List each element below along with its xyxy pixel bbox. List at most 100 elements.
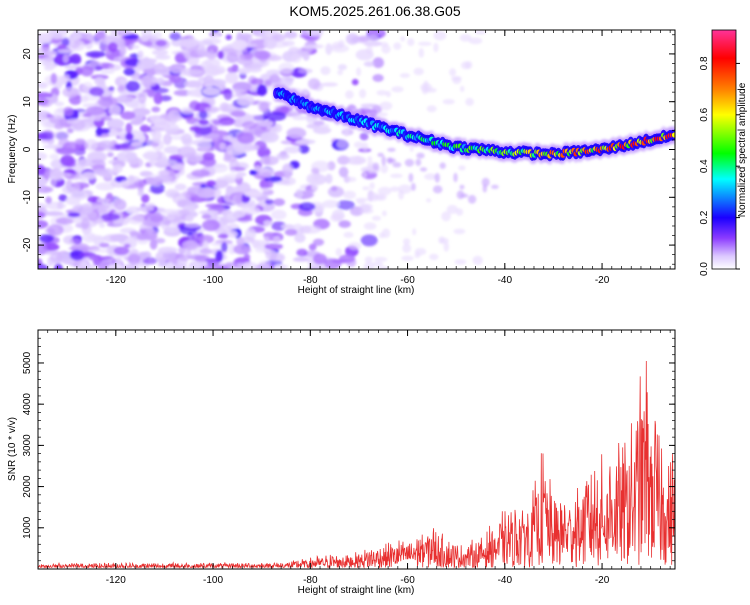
noise-blob <box>433 30 447 41</box>
noise-blob <box>202 37 222 45</box>
noise-blob <box>260 155 279 166</box>
colorbar-tick-label: 0.6 <box>699 107 710 121</box>
noise-blob <box>99 242 110 248</box>
noise-blob <box>345 90 354 99</box>
noise-blob <box>330 185 338 192</box>
noise-blob <box>295 188 304 199</box>
noise-blob <box>93 40 108 46</box>
noise-blob <box>312 253 327 265</box>
noise-blob <box>363 61 375 67</box>
noise-blob <box>421 85 429 95</box>
noise-blob <box>250 78 264 86</box>
noise-blob <box>124 243 131 248</box>
noise-blob <box>57 43 67 50</box>
noise-blob <box>375 195 385 200</box>
noise-blob <box>465 97 474 106</box>
noise-blob <box>141 194 150 203</box>
noise-blob <box>91 216 105 224</box>
noise-blob <box>100 213 121 221</box>
noise-blob <box>292 115 308 121</box>
snr-background <box>38 330 675 569</box>
noise-blob <box>202 152 215 161</box>
noise-blob <box>178 246 186 255</box>
spectrogram-y-tick-label: 20 <box>22 48 33 60</box>
noise-blob <box>264 199 274 205</box>
noise-blob <box>331 213 346 220</box>
noise-blob <box>254 263 272 269</box>
noise-blob <box>38 211 46 219</box>
spectrogram-x-tick-label: -60 <box>400 275 415 286</box>
noise-blob <box>72 30 82 41</box>
noise-blob <box>174 52 186 64</box>
noise-blob <box>170 74 182 84</box>
colorbar-tick-label: 0.4 <box>699 159 710 173</box>
noise-blob <box>254 50 271 60</box>
noise-blob <box>99 222 106 228</box>
noise-blob <box>307 78 321 90</box>
snr-series-line <box>38 360 675 569</box>
noise-blob <box>242 121 257 130</box>
colorbar: 0.0 0.2 0.4 0.6 0.8 Normalized spectral ampl… <box>699 29 748 276</box>
noise-blob <box>311 183 319 191</box>
noise-blob <box>52 131 70 140</box>
noise-blob <box>460 61 471 70</box>
noise-blob <box>54 123 64 130</box>
noise-blob <box>163 146 181 154</box>
spectrogram-x-tick-label: -20 <box>595 275 610 286</box>
noise-blob <box>137 92 147 104</box>
noise-blob <box>308 243 317 251</box>
noise-blob <box>82 112 92 118</box>
noise-blob <box>305 30 324 34</box>
noise-blob <box>260 131 279 143</box>
noise-blob <box>413 67 424 76</box>
noise-blob <box>85 106 105 116</box>
noise-blob <box>459 184 465 190</box>
noise-blob <box>260 187 270 192</box>
snr-y-tick-label: 2000 <box>22 475 33 498</box>
noise-blob <box>120 179 131 188</box>
noise-blob <box>284 170 292 180</box>
noise-blob <box>123 68 136 76</box>
noise-blob <box>408 173 414 183</box>
noise-blob <box>180 133 193 144</box>
noise-blob <box>112 164 123 174</box>
noise-blob <box>252 30 260 36</box>
noise-blob <box>102 234 122 243</box>
noise-blob <box>198 119 209 126</box>
noise-blob <box>62 87 79 98</box>
noise-blob <box>369 182 375 190</box>
noise-blob <box>72 182 81 191</box>
noise-blob <box>345 33 360 45</box>
noise-blob <box>429 253 439 261</box>
noise-blob <box>298 68 313 74</box>
noise-blob <box>249 169 258 176</box>
spectrogram-x-label: Height of straight line (km) <box>298 285 415 296</box>
noise-blob <box>100 116 113 121</box>
noise-blob <box>446 204 458 214</box>
noise-blob <box>142 152 158 159</box>
noise-blob <box>95 182 116 191</box>
spectrogram-x-tick-label: -40 <box>498 275 513 286</box>
noise-blob <box>239 33 253 39</box>
spectrogram-y-tick-label: 0 <box>22 146 33 152</box>
noise-blob <box>278 62 295 75</box>
noise-blob <box>350 206 364 217</box>
noise-blob <box>180 107 194 115</box>
noise-blob <box>338 166 349 178</box>
noise-blob <box>379 101 393 111</box>
noise-blob <box>282 163 294 175</box>
noise-blob <box>453 228 466 235</box>
noise-blob <box>404 158 415 167</box>
noise-blob <box>151 177 162 187</box>
ridge-core-blob <box>671 132 675 138</box>
noise-blob <box>264 243 283 250</box>
noise-blob <box>225 71 239 84</box>
snr-y-tick-label: 1000 <box>22 516 33 539</box>
noise-blob <box>206 180 217 187</box>
snr-panel: -120 -100 -80 -60 -40 -20 1000 2000 3000 4000 5000… <box>7 329 676 596</box>
noise-blob <box>208 163 229 173</box>
snr-y-label: SNR (10 * v/v) <box>7 417 18 481</box>
noise-blob <box>324 258 342 269</box>
noise-blob <box>371 215 382 221</box>
